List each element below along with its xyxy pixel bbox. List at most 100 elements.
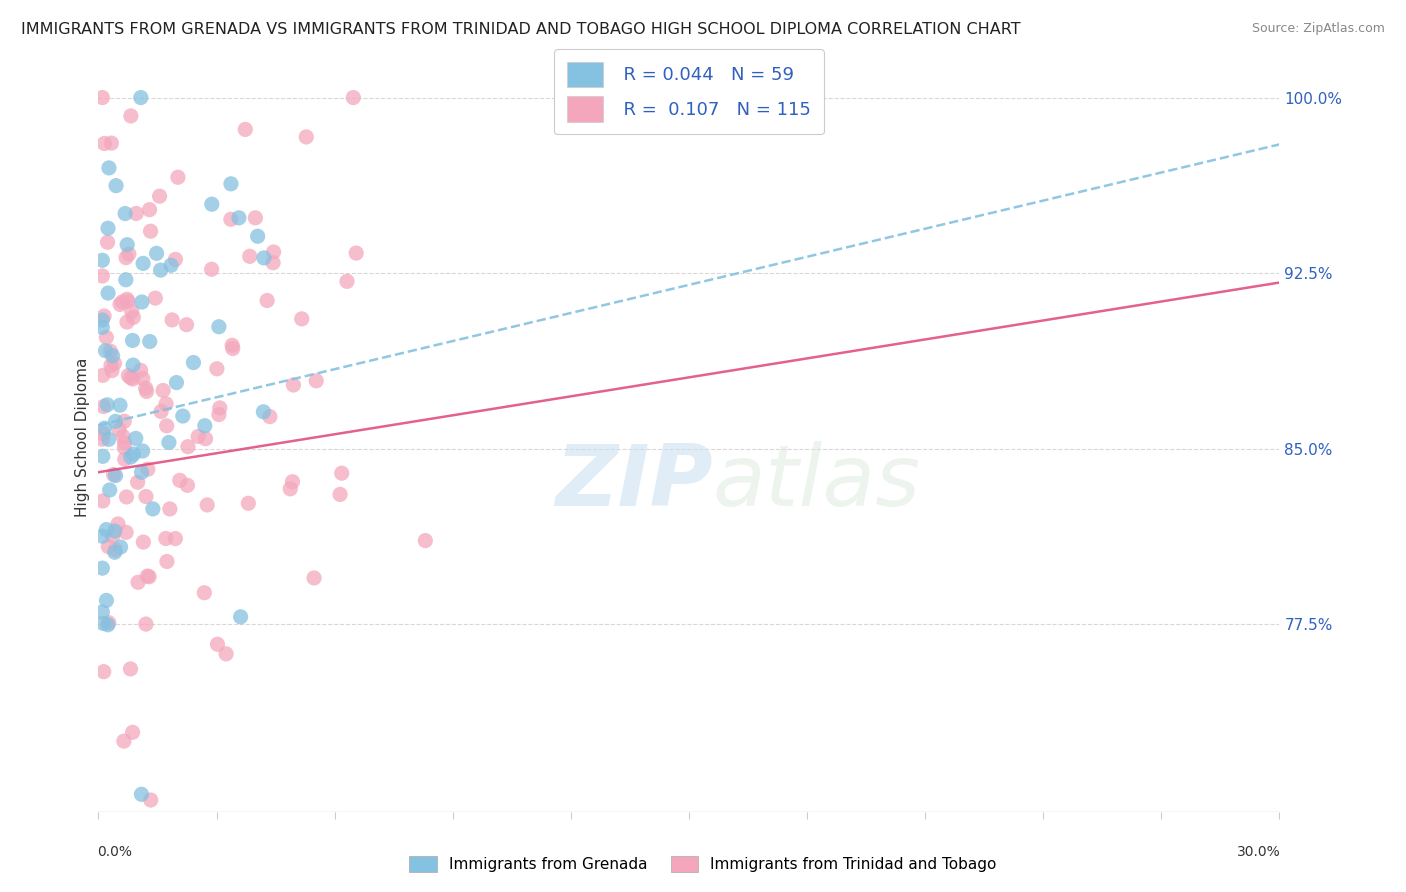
Point: [115, 490, 138, 504]
Point: [93, 400, 115, 414]
Point: [101, 529, 124, 543]
Point: [97, 617, 120, 632]
Point: [208, 319, 231, 334]
Point: [252, 405, 274, 419]
Point: [415, 533, 437, 548]
Point: [129, 363, 152, 377]
Point: [165, 532, 187, 546]
Point: [115, 237, 138, 252]
Point: [149, 263, 172, 277]
Point: [104, 414, 127, 428]
Point: [122, 358, 145, 372]
Point: [329, 487, 352, 501]
Point: [201, 197, 224, 211]
Point: [219, 177, 242, 191]
Point: [91, 561, 114, 575]
Point: [100, 136, 122, 150]
Point: [344, 246, 367, 260]
Point: [150, 404, 173, 418]
Point: [104, 524, 127, 538]
Point: [96, 330, 118, 344]
Point: [135, 490, 157, 504]
Point: [112, 441, 135, 455]
Point: [194, 418, 217, 433]
Point: [136, 462, 159, 476]
Point: [108, 297, 131, 311]
Legend: Immigrants from Grenada, Immigrants from Trinidad and Tobago: Immigrants from Grenada, Immigrants from…: [402, 848, 1004, 880]
Point: [108, 423, 131, 437]
Point: [115, 315, 138, 329]
Point: [167, 170, 190, 185]
Point: [104, 542, 127, 557]
Point: [131, 466, 153, 480]
Text: ZIP: ZIP: [555, 441, 713, 524]
Point: [132, 535, 155, 549]
Point: [155, 532, 177, 546]
Point: [207, 637, 229, 651]
Point: [138, 334, 160, 349]
Point: [139, 793, 162, 807]
Point: [201, 262, 224, 277]
Point: [96, 523, 118, 537]
Point: [101, 363, 124, 377]
Point: [97, 235, 120, 250]
Point: [194, 432, 217, 446]
Point: [111, 295, 134, 310]
Point: [135, 384, 157, 399]
Point: [97, 286, 120, 301]
Point: [97, 540, 120, 554]
Point: [305, 374, 328, 388]
Point: [129, 90, 152, 104]
Point: [100, 344, 122, 359]
Point: [246, 229, 269, 244]
Point: [208, 408, 231, 422]
Point: [122, 310, 145, 325]
Point: [120, 450, 142, 464]
Point: [239, 249, 262, 263]
Point: [291, 312, 314, 326]
Point: [117, 368, 139, 383]
Point: [114, 206, 136, 220]
Point: [91, 494, 114, 508]
Point: [336, 274, 359, 288]
Point: [97, 615, 120, 630]
Point: [176, 478, 198, 492]
Point: [228, 211, 250, 225]
Point: [187, 429, 209, 443]
Point: [91, 529, 114, 543]
Point: [149, 189, 172, 203]
Point: [238, 496, 260, 510]
Point: [245, 211, 267, 225]
Point: [91, 313, 114, 327]
Point: [121, 304, 143, 318]
Point: [98, 483, 121, 497]
Point: [205, 361, 228, 376]
Legend:   R = 0.044   N = 59,   R =  0.107   N = 115: R = 0.044 N = 59, R = 0.107 N = 115: [554, 49, 824, 135]
Point: [104, 545, 127, 559]
Point: [281, 475, 304, 489]
Point: [112, 414, 135, 428]
Point: [120, 370, 142, 384]
Point: [135, 617, 157, 632]
Text: atlas: atlas: [713, 441, 921, 524]
Point: [157, 435, 180, 450]
Point: [91, 450, 114, 464]
Point: [120, 109, 142, 123]
Text: 30.0%: 30.0%: [1237, 846, 1281, 859]
Point: [156, 418, 179, 433]
Point: [91, 268, 114, 283]
Point: [176, 318, 198, 332]
Point: [131, 787, 153, 801]
Point: [136, 569, 159, 583]
Point: [97, 221, 120, 235]
Point: [215, 647, 238, 661]
Point: [342, 90, 364, 104]
Point: [93, 309, 115, 323]
Y-axis label: High School Diploma: High School Diploma: [75, 358, 90, 516]
Point: [253, 251, 276, 265]
Point: [658, 90, 681, 104]
Point: [302, 571, 325, 585]
Point: [96, 593, 118, 607]
Point: [108, 398, 131, 412]
Point: [138, 202, 160, 217]
